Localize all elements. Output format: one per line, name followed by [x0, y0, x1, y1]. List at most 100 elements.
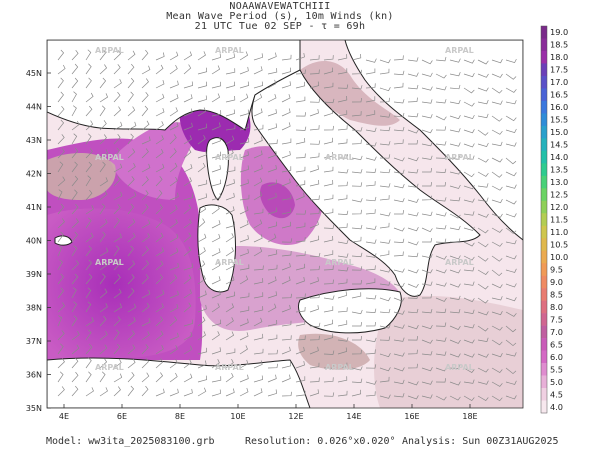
wind-barb	[71, 357, 79, 369]
wind-barb	[421, 211, 433, 216]
wind-barb	[169, 332, 179, 341]
wind-barb	[71, 273, 79, 285]
wind-barb	[379, 97, 390, 103]
wind-barb	[71, 287, 77, 299]
wind-barb	[197, 218, 206, 229]
wind-barb	[435, 367, 447, 372]
wind-barb	[505, 73, 517, 80]
wind-barb	[281, 262, 291, 271]
wind-barb	[127, 63, 135, 75]
longitude-labels: 4E 6E 8E 10E 12E 14E 16E 18E	[59, 404, 478, 421]
wind-barb	[281, 276, 291, 285]
wind-barb	[449, 269, 461, 274]
wind-barb	[99, 247, 109, 257]
wind-barb	[267, 349, 278, 355]
wind-barb	[407, 336, 419, 341]
wind-barb	[253, 108, 263, 117]
wind-barb	[463, 155, 475, 160]
wind-barb	[169, 247, 179, 257]
wind-barb	[449, 142, 461, 147]
wind-barb	[309, 346, 319, 355]
wind-barb	[197, 179, 208, 187]
wind-barb	[463, 226, 475, 231]
wind-barb	[267, 93, 277, 103]
wind-barb	[337, 278, 348, 285]
wind-barb	[351, 69, 362, 75]
colorbar-label: 11.0	[550, 227, 568, 237]
wind-barb	[113, 106, 122, 117]
wind-barb	[379, 183, 391, 188]
wind-barb	[211, 204, 220, 215]
wind-barb	[99, 273, 106, 285]
wind-barb	[449, 238, 461, 243]
wind-barb	[393, 367, 405, 372]
wind-barb	[169, 219, 178, 229]
wind-barb	[253, 247, 263, 257]
wind-barb	[141, 136, 151, 145]
wind-barb	[323, 137, 334, 145]
wind-barb	[351, 309, 363, 315]
wind-barb	[169, 122, 179, 131]
wave-field-tan-band	[47, 153, 116, 200]
wind-barb	[351, 155, 363, 161]
wind-barb	[211, 151, 222, 159]
wind-barb	[155, 217, 163, 229]
wind-barb	[211, 193, 221, 201]
wind-barb	[379, 154, 391, 159]
wind-barb	[309, 265, 320, 271]
wind-barb	[421, 155, 433, 160]
wind-barb	[113, 121, 123, 131]
land-corsica	[206, 137, 229, 201]
wind-barb	[435, 351, 447, 356]
wind-barb	[337, 337, 349, 342]
wind-barb	[365, 142, 377, 147]
wind-barb	[393, 393, 405, 398]
wind-barb	[295, 112, 307, 117]
colorbar-swatch	[541, 26, 547, 39]
colorbar-swatch	[541, 75, 547, 89]
arpal-watermark: ARPAL	[325, 258, 354, 267]
wind-barb	[71, 344, 80, 355]
wind-barb	[337, 390, 348, 397]
wind-barb	[141, 331, 150, 341]
wind-barb	[393, 126, 405, 132]
wind-barb	[379, 281, 391, 286]
wind-barb	[295, 180, 306, 187]
wind-barb	[197, 316, 206, 327]
wind-barb	[337, 194, 348, 201]
colorbar-label: 12.5	[550, 190, 568, 200]
wind-barb	[505, 100, 517, 105]
wind-barb	[141, 120, 150, 131]
wind-barb	[365, 156, 377, 161]
arpal-watermark: ARPAL	[445, 258, 474, 267]
wind-barb	[85, 175, 92, 187]
wind-barb	[477, 367, 489, 373]
wind-barb	[477, 157, 489, 163]
wind-barb	[183, 345, 193, 355]
wind-barb	[155, 121, 164, 131]
wind-barb	[57, 245, 63, 257]
wind-barb	[323, 235, 334, 243]
wind-barb	[71, 63, 79, 75]
wind-barb	[169, 233, 179, 243]
wind-barb	[323, 350, 335, 355]
wind-barb	[71, 260, 79, 271]
wind-barb	[365, 308, 377, 313]
wind-barb	[281, 335, 292, 341]
wind-barb	[197, 387, 207, 397]
wind-barb	[197, 123, 208, 131]
wind-barb	[99, 161, 106, 173]
wind-barb	[71, 49, 79, 61]
wind-barb	[183, 108, 193, 117]
wind-barb	[183, 289, 192, 299]
wind-barb	[393, 99, 405, 104]
wind-barb	[393, 112, 405, 118]
wind-barb	[365, 96, 376, 103]
wind-barb	[407, 212, 419, 217]
colorbar-swatch	[541, 163, 547, 177]
wind-barb	[169, 388, 179, 397]
wind-barb	[365, 321, 377, 327]
wind-barb	[477, 87, 489, 92]
wind-barb	[169, 134, 177, 145]
